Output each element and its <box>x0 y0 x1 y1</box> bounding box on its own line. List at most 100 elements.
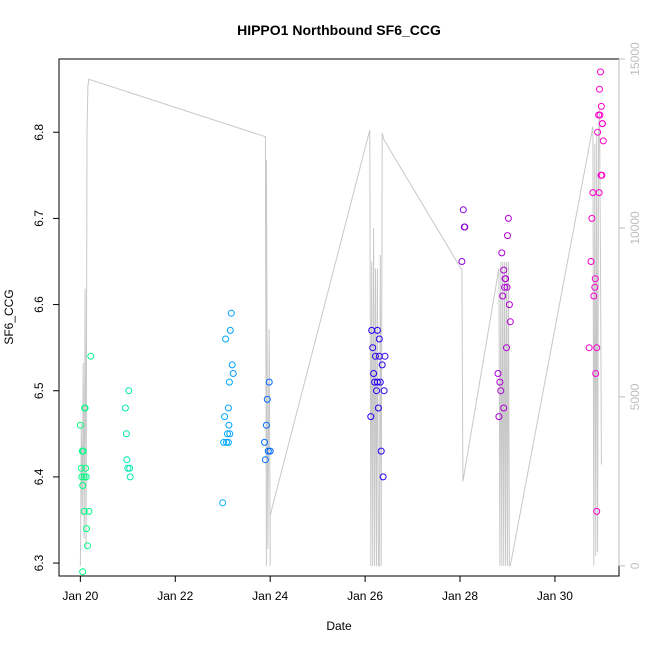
data-point <box>585 344 593 352</box>
data-point <box>223 438 230 446</box>
x-tick-label: Jan 20 <box>62 589 98 603</box>
y-tick-label: 6.3 <box>32 554 46 571</box>
y2-axis: 0 5000 10000 15000 <box>618 42 642 569</box>
data-point <box>378 361 386 369</box>
data-point <box>373 378 381 386</box>
data-point <box>590 292 598 300</box>
data-point <box>226 430 234 438</box>
data-point <box>504 214 512 222</box>
data-point <box>592 370 600 377</box>
data-point <box>587 258 595 265</box>
data-point <box>84 542 91 550</box>
data-point <box>597 102 605 110</box>
data-point <box>367 413 375 421</box>
data-point <box>599 137 607 145</box>
data-point <box>82 464 90 472</box>
data-point <box>588 214 596 222</box>
chart-title: HIPPO1 Northbound SF6_CCG <box>237 22 441 38</box>
data-point <box>506 318 514 326</box>
altitude-line <box>79 78 602 567</box>
data-point <box>219 499 227 507</box>
data-point <box>596 111 604 119</box>
x-tick-label: Jan 30 <box>537 589 573 603</box>
data-point <box>78 473 86 481</box>
data-point <box>497 387 505 395</box>
y-tick-label: 6.5 <box>32 382 46 399</box>
data-point <box>500 266 508 274</box>
data-point <box>494 370 502 377</box>
y-axis: 6.3 6.4 6.5 6.6 6.7 6.8 <box>32 124 60 571</box>
data-point <box>263 395 271 403</box>
data-point <box>376 378 384 386</box>
data-point <box>122 430 130 438</box>
data-point <box>499 292 507 300</box>
data-point <box>222 335 230 343</box>
y-tick-label: 6.8 <box>32 124 46 141</box>
data-point <box>461 223 469 231</box>
data-point <box>591 283 599 291</box>
y-tick-label: 6.6 <box>32 296 46 313</box>
data-point <box>123 456 131 464</box>
x-tick-label: Jan 28 <box>442 589 478 603</box>
data-point <box>121 404 129 412</box>
data-point <box>80 507 88 515</box>
data-point <box>374 404 382 412</box>
data-point <box>225 421 233 429</box>
data-point <box>501 275 509 283</box>
data-point <box>126 473 134 481</box>
data-point <box>261 438 268 446</box>
y2-tick-label: 0 <box>628 562 642 569</box>
data-point <box>375 335 383 343</box>
data-point <box>496 378 504 386</box>
data-point <box>226 326 234 334</box>
data-point <box>597 68 604 76</box>
y2-tick-label: 5000 <box>628 383 642 410</box>
y-tick-label: 6.7 <box>32 210 46 227</box>
y-tick-label: 6.4 <box>32 468 46 485</box>
data-point <box>264 447 272 455</box>
data-point <box>498 249 506 257</box>
data-point <box>83 525 90 533</box>
data-point <box>504 232 511 240</box>
data-point <box>458 258 466 265</box>
data-point <box>503 344 510 352</box>
x-axis-label: Date <box>326 619 352 633</box>
data-point <box>124 464 132 472</box>
data-point <box>125 387 133 395</box>
data-point <box>224 404 232 412</box>
data-point <box>80 473 88 481</box>
data-point <box>229 370 237 377</box>
data-point <box>79 482 87 489</box>
data-point <box>593 344 601 352</box>
data-point <box>594 128 602 136</box>
data-point <box>381 352 389 360</box>
data-point <box>76 421 84 429</box>
data-point <box>369 344 377 352</box>
y2-tick-label: 10000 <box>628 211 642 245</box>
x-tick-label: Jan 26 <box>347 589 383 603</box>
data-point <box>500 404 508 412</box>
data-point <box>372 352 379 360</box>
data-point <box>370 370 378 377</box>
data-point <box>79 568 87 576</box>
x-tick-label: Jan 24 <box>252 589 288 603</box>
data-point <box>85 507 93 515</box>
data-point <box>81 404 89 412</box>
data-point <box>126 464 134 472</box>
data-point <box>373 387 380 395</box>
data-point <box>598 120 606 128</box>
data-point <box>87 352 95 360</box>
data-point <box>224 438 232 446</box>
points-layer <box>76 68 607 576</box>
data-point <box>379 473 387 481</box>
data-point <box>501 283 509 291</box>
data-point <box>221 413 229 421</box>
y-axis-label: SF6_CCG <box>2 289 16 344</box>
data-point <box>503 283 511 291</box>
data-point <box>224 430 231 438</box>
data-point <box>79 447 87 455</box>
data-point <box>228 361 236 369</box>
x-axis: Jan 20 Jan 22 Jan 24 Jan 26 Jan 28 Jan 30 <box>62 575 573 603</box>
data-point <box>505 301 513 309</box>
